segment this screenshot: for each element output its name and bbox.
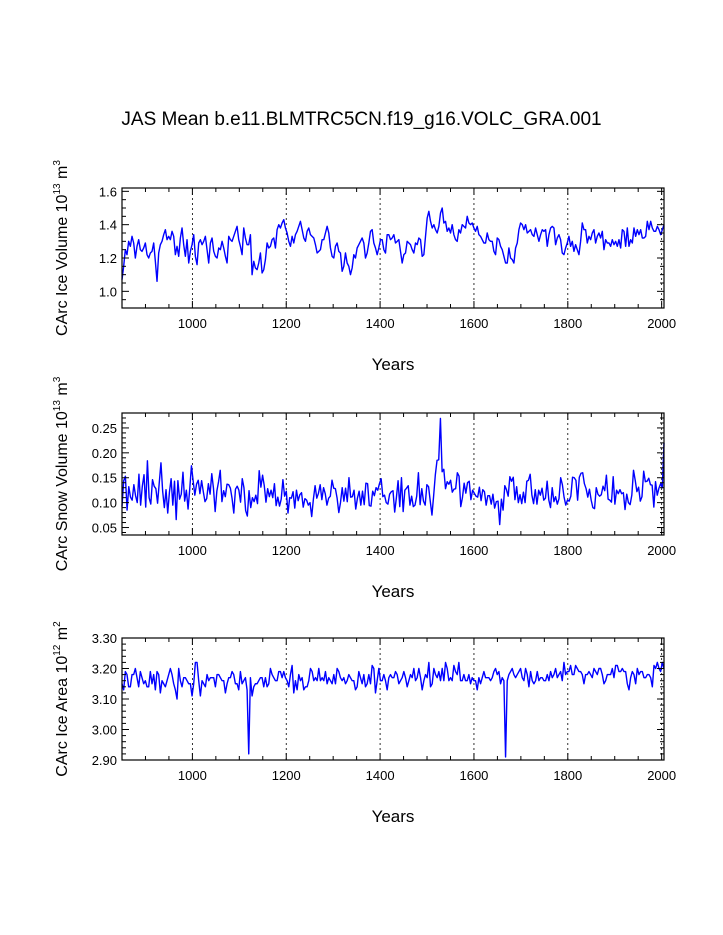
x-tick-label: 1800 [553,768,582,783]
y-tick-label: 1.6 [99,184,117,199]
y-axis-label-part: CArc Ice Volume 10 [54,194,71,336]
y-tick-label: 3.30 [92,631,117,646]
x-tick-label: 1000 [178,543,207,558]
y-tick-label: 3.00 [92,723,117,738]
x-tick-label: 1200 [272,768,301,783]
y-tick-label: 0.20 [92,446,117,461]
series-line-ice-volume [121,207,665,283]
y-axis-label: CArc Snow Volume 1013 m3 [52,376,71,571]
x-tick-label: 1400 [366,316,395,331]
x-tick-label: 2000 [647,543,676,558]
x-tick-label: 1800 [553,543,582,558]
y-axis-label-exponent: 3 [52,160,63,166]
y-axis-label-part: m [54,382,71,400]
x-axis-label: Years [372,582,415,601]
y-tick-label: 0.05 [92,521,117,536]
y-tick-label: 2.90 [92,753,117,768]
y-axis-label-exponent: 13 [52,183,63,195]
y-tick-label: 0.10 [92,496,117,511]
y-tick-label: 1.2 [99,251,117,266]
x-tick-label: 1600 [459,543,488,558]
series-line-ice-area [121,661,665,758]
x-tick-label: 2000 [647,768,676,783]
x-axis-label: Years [372,355,415,374]
y-axis-label-part: CArc Snow Volume 10 [54,411,71,571]
y-tick-label: 0.15 [92,471,117,486]
x-tick-label: 1600 [459,316,488,331]
y-tick-label: 3.10 [92,692,117,707]
panel-ice-area: 1000 1200 1400 1600 1800 2000 2.90 3.00 3.10 3.20… [52,621,676,826]
series-line-snow-volume [121,417,665,526]
x-tick-label: 1400 [366,768,395,783]
plot-frame [121,187,665,309]
y-tick-label: 1.4 [99,218,117,233]
x-tick-label: 1800 [553,316,582,331]
y-axis-label: CArc Ice Volume 1013 m3 [52,160,71,336]
y-axis-label-exponent: 12 [52,644,63,656]
plot-frame [121,637,665,761]
y-tick-label: 0.25 [92,421,117,436]
y-axis-label-exponent: 2 [52,621,63,627]
y-axis-label-exponent: 13 [52,400,63,412]
y-tick-label: 1.0 [99,284,117,299]
y-axis-label-part: CArc Ice Area 10 [54,656,71,777]
plot-frame [121,412,665,536]
x-tick-label: 1400 [366,543,395,558]
x-tick-label: 1000 [178,768,207,783]
x-tick-label: 1000 [178,316,207,331]
x-tick-label: 2000 [647,316,676,331]
y-axis-label-part: m [54,627,71,645]
panel-snow-volume: 1000 1200 1400 1600 1800 2000 0.05 0.10 0.15 0.20… [52,376,676,601]
x-tick-label: 1200 [272,316,301,331]
x-tick-label: 1600 [459,768,488,783]
x-axis-label: Years [372,807,415,826]
y-axis-label: CArc Ice Area 1012 m2 [52,621,71,777]
y-tick-label: 3.20 [92,662,117,677]
y-axis-label-part: m [54,166,71,184]
x-tick-label: 1200 [272,543,301,558]
figure-title: JAS Mean b.e11.BLMTRC5CN.f19_g16.VOLC_GR… [121,109,602,130]
y-axis-label-exponent: 3 [52,376,63,382]
panel-ice-volume: 1000 1200 1400 1600 1800 2000 1.0 1.2 1.4 1.6 Year… [52,160,676,374]
